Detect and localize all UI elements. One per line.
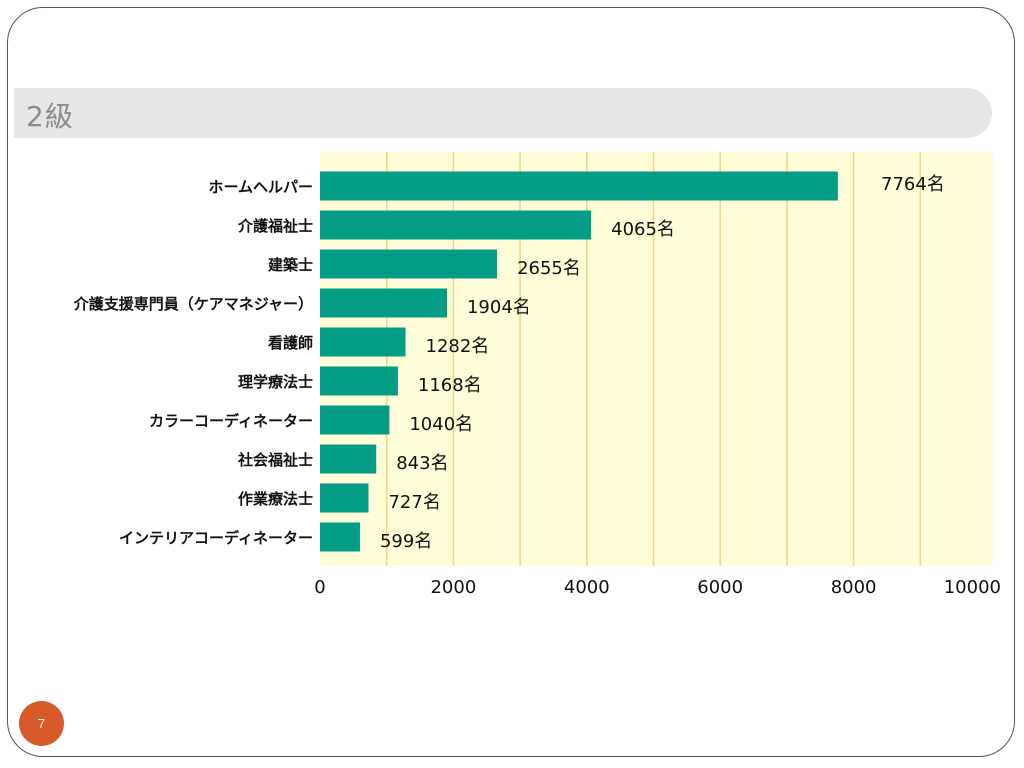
bar: [320, 366, 398, 396]
page-number-badge: 7: [19, 701, 64, 746]
bar: [320, 288, 447, 318]
value-label: 4065名: [611, 219, 675, 240]
bar: [320, 405, 390, 435]
value-label: 2655名: [517, 258, 581, 279]
value-label: 1904名: [467, 297, 531, 318]
bar: [320, 210, 592, 240]
category-label: インテリアコーディネーター: [119, 529, 313, 547]
value-label: 1282名: [426, 336, 490, 357]
value-label: 7764名: [881, 174, 945, 195]
value-label: 599名: [380, 531, 432, 552]
slide-title: 2級: [26, 100, 74, 133]
x-tick-label: 8000: [831, 577, 877, 598]
x-tick-label: 2000: [430, 577, 476, 598]
category-label: 看護師: [268, 334, 313, 352]
value-label: 1040名: [409, 414, 473, 435]
x-tick-label: 10000: [944, 577, 1001, 598]
x-tick-label: 6000: [697, 577, 743, 598]
category-label: 社会福祉士: [237, 451, 313, 469]
value-label: 1168名: [418, 375, 482, 396]
category-label: 理学療法士: [238, 373, 313, 391]
x-tick-label: 4000: [564, 577, 610, 598]
category-label: 介護福祉士: [237, 217, 313, 235]
title-bar: [14, 88, 992, 138]
x-axis-ticks: 0 2000 4000 6000 8000 10000: [314, 577, 1001, 598]
category-label: カラーコーディネーター: [149, 412, 313, 430]
bar: [320, 444, 377, 474]
bar: [320, 327, 406, 357]
bar: [320, 171, 838, 201]
bars: [320, 171, 838, 552]
bar: [320, 483, 369, 513]
category-label: 作業療法士: [238, 490, 313, 508]
value-labels: 7764名 4065名 2655名 1904名 1282名 1168名 1040名 843名 7…: [380, 174, 945, 552]
bar: [320, 249, 498, 279]
bar: [320, 522, 360, 552]
value-label: 843名: [396, 453, 448, 474]
category-label: 建築士: [268, 256, 313, 274]
category-label: 介護支援専門員（ケアマネジャー）: [73, 295, 313, 313]
value-label: 727名: [388, 492, 440, 513]
x-tick-label: 0: [314, 577, 325, 598]
category-label: ホームヘルパー: [208, 178, 313, 196]
